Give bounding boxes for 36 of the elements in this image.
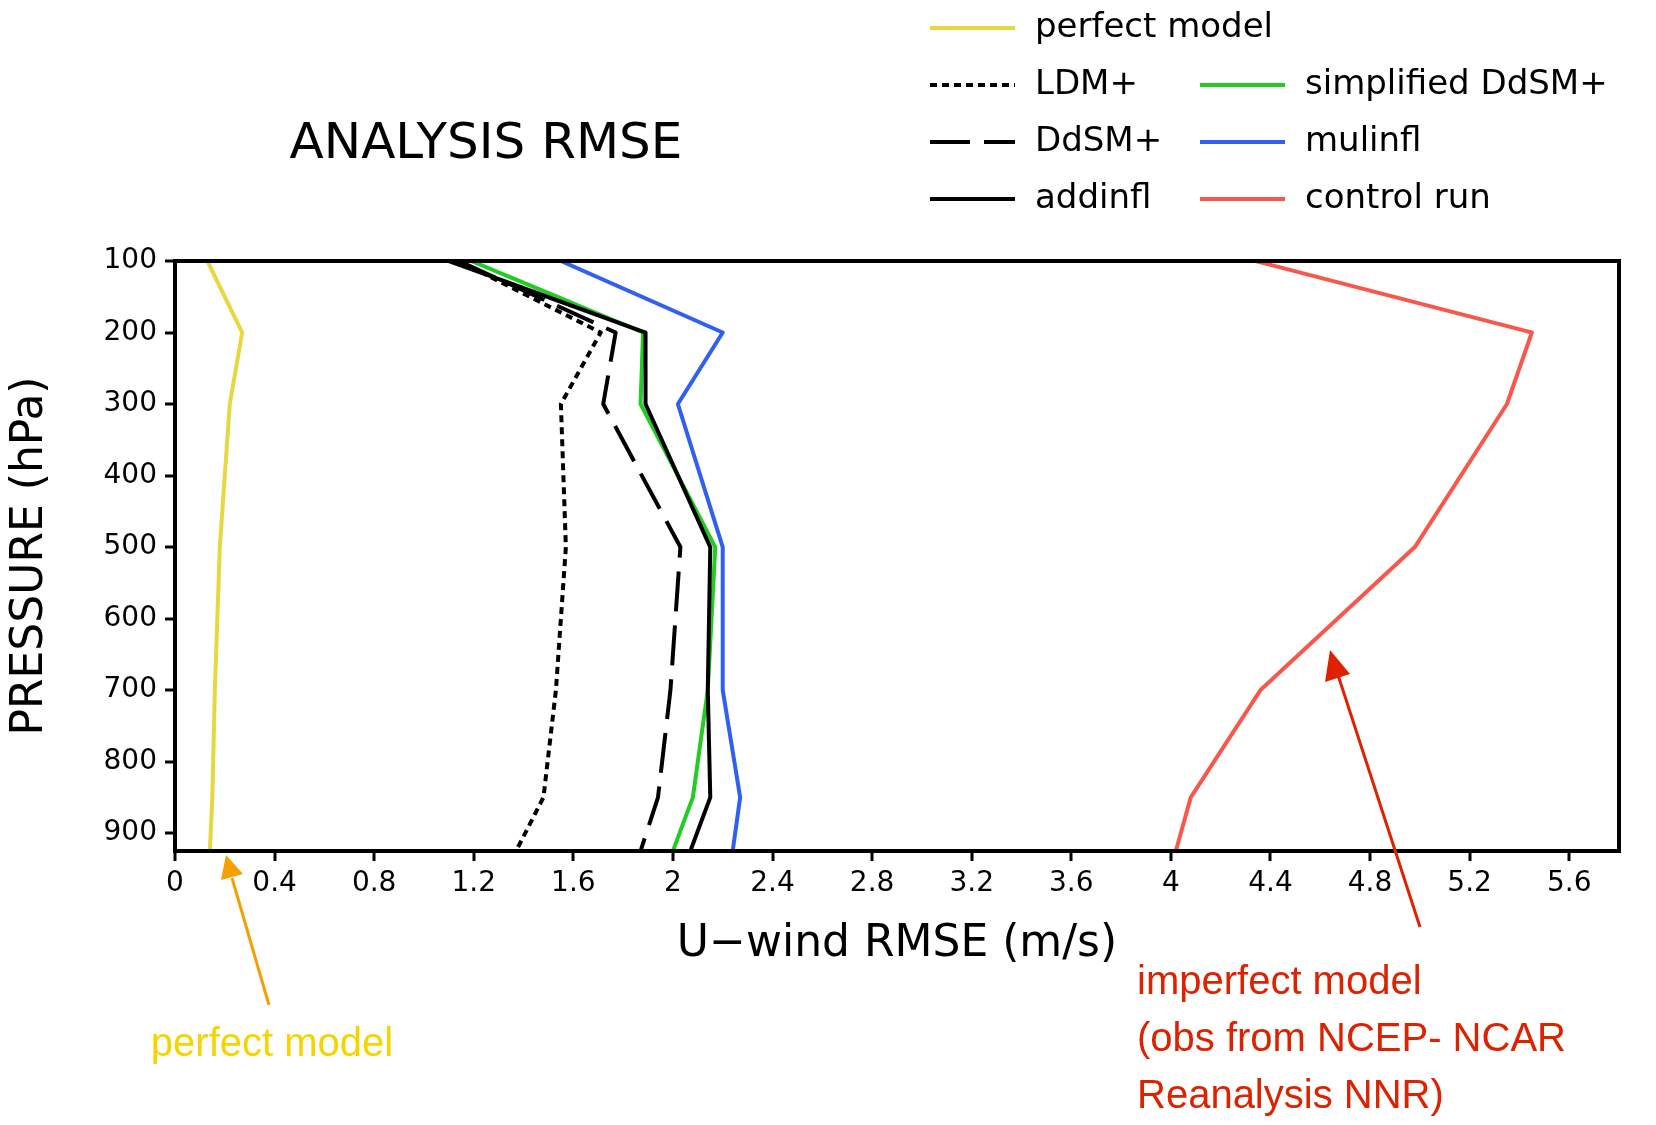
x-tick-label: 5.2 bbox=[1447, 865, 1492, 899]
x-tick-label: 4 bbox=[1161, 865, 1180, 899]
y-tick-label: 400 bbox=[103, 456, 157, 490]
x-tick-label: 1.6 bbox=[551, 865, 596, 899]
x-axis-title: U−wind RMSE (m/s) bbox=[676, 915, 1118, 967]
y-tick-label: 200 bbox=[103, 313, 157, 347]
x-tick-label: 2 bbox=[664, 865, 682, 899]
y-axis-title: PRESSURE (hPa) bbox=[0, 376, 52, 736]
legend-label: mulinfl bbox=[1305, 118, 1422, 159]
x-tick-label: 5.6 bbox=[1546, 865, 1592, 899]
legend-label: addinfl bbox=[1035, 175, 1152, 216]
y-tick-label: 300 bbox=[103, 385, 157, 419]
y-tick-label: 900 bbox=[103, 814, 157, 848]
legend-label: simplified DdSM+ bbox=[1305, 61, 1608, 102]
x-tick-label: 2.4 bbox=[750, 865, 795, 899]
legend-label: perfect model bbox=[1035, 4, 1274, 45]
y-tick-label: 500 bbox=[103, 528, 157, 562]
x-tick-label: 3.2 bbox=[949, 865, 994, 899]
text: perfect model bbox=[150, 1020, 394, 1065]
x-tick-label: 0.4 bbox=[252, 865, 297, 899]
x-tick-label: 1.2 bbox=[451, 865, 497, 899]
legend-label: DdSM+ bbox=[1035, 118, 1163, 159]
y-tick-label: 800 bbox=[103, 742, 157, 776]
y-tick-label: 100 bbox=[103, 242, 157, 276]
legend-label: LDM+ bbox=[1035, 61, 1138, 102]
y-tick-label: 600 bbox=[103, 599, 157, 633]
text: imperfect model (obs from NCEP- NCAR Reanalysis NNR) bbox=[1137, 958, 1566, 1117]
y-tick-label: 700 bbox=[103, 671, 157, 705]
x-tick-label: 0.8 bbox=[351, 865, 397, 899]
x-tick-label: 4.8 bbox=[1347, 865, 1393, 899]
legend-label: control run bbox=[1305, 175, 1491, 216]
x-tick-label: 3.6 bbox=[1049, 865, 1094, 899]
x-tick-label: 4.4 bbox=[1248, 865, 1293, 899]
chart-title: ANALYSIS RMSE bbox=[289, 111, 683, 170]
x-tick-label: 2.8 bbox=[849, 865, 895, 899]
x-tick-label: 0 bbox=[166, 865, 184, 899]
